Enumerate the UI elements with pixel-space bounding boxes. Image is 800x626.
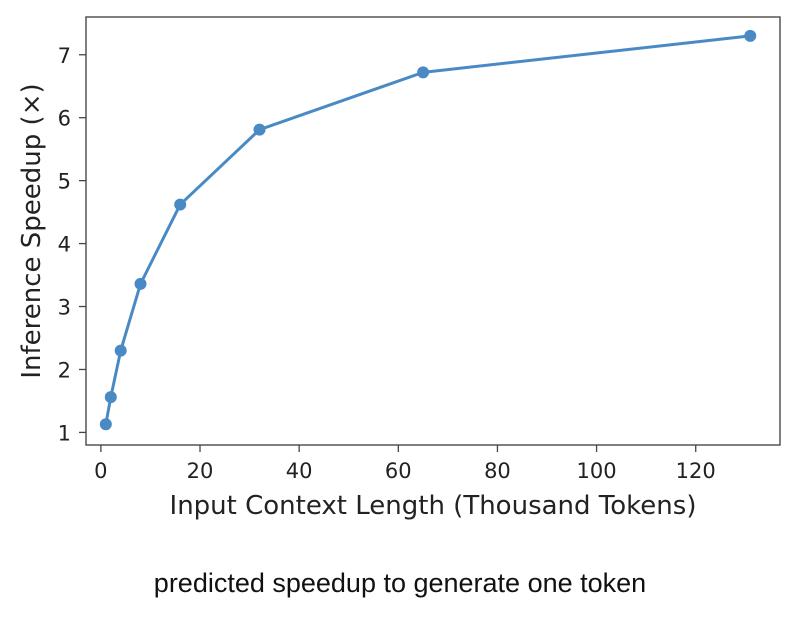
y-tick-label: 4 [58, 233, 71, 257]
data-point [417, 66, 430, 79]
y-axis-label: Inference Speedup (×) [17, 83, 47, 378]
y-tick-label: 7 [58, 44, 71, 68]
y-tick-label: 3 [58, 296, 71, 320]
x-tick-label: 80 [484, 459, 511, 483]
line-chart: 0 20 40 60 80 100 120 1 2 3 4 5 6 7 Input Context Len… [17, 16, 781, 521]
x-tick-label: 20 [187, 459, 214, 483]
y-tick-label: 6 [58, 107, 71, 131]
y-tick-label: 1 [58, 421, 71, 445]
x-axis-label: Input Context Length (Thousand Tokens) [170, 491, 697, 521]
data-point [744, 29, 757, 42]
x-tick-label: 60 [385, 459, 412, 483]
series-line [104, 34, 751, 425]
y-tick-label: 2 [58, 358, 71, 382]
x-tick-label: 100 [577, 459, 617, 483]
data-point [104, 391, 117, 404]
y-tick-label: 5 [58, 170, 71, 194]
plot-frame [85, 16, 781, 446]
x-tick-label: 0 [94, 459, 107, 483]
data-point [174, 198, 187, 211]
figure-caption: predicted speedup to generate one token [153, 568, 647, 598]
data-point [253, 123, 266, 136]
data-point [99, 418, 112, 431]
data-point [114, 344, 127, 357]
x-tick-label: 40 [286, 459, 313, 483]
x-tick-label: 120 [676, 459, 716, 483]
data-point [134, 277, 147, 290]
